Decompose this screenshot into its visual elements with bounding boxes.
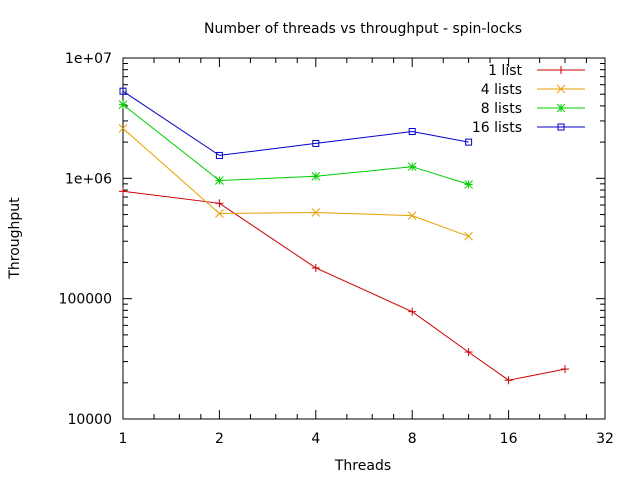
x-tick-label: 1 — [119, 431, 128, 447]
data-point — [311, 263, 320, 272]
series-line-2 — [122, 128, 469, 237]
data-point — [312, 139, 320, 147]
plot-area: 10000 100000 1e+06 1e+07 1 2 4 8 16 32 — [59, 51, 614, 447]
data-point — [408, 307, 417, 316]
legend: 1 list 4 lists 8 lists 16 lists — [472, 63, 585, 136]
legend-marker — [556, 103, 566, 113]
data-point — [311, 208, 321, 217]
series-line-3 — [122, 104, 469, 185]
plot-frame — [122, 57, 606, 420]
data-point — [215, 199, 224, 208]
x-tick-label: 4 — [311, 431, 320, 447]
legend-marker — [557, 66, 565, 74]
legend-marker — [556, 84, 566, 94]
y-tick-label: 10000 — [67, 412, 112, 428]
legend-label: 16 lists — [472, 120, 522, 136]
data-point — [311, 171, 321, 181]
data-point — [504, 376, 513, 385]
data-point — [464, 348, 473, 357]
legend-label: 8 lists — [481, 101, 522, 117]
x-tick-label: 32 — [596, 431, 614, 447]
legend-label: 1 list — [488, 63, 522, 79]
data-point — [408, 128, 416, 136]
data-point — [464, 231, 473, 241]
x-tick-label: 2 — [215, 431, 224, 447]
chart-title: Number of threads vs throughput - spin-l… — [204, 21, 522, 37]
data-point — [560, 365, 569, 374]
legend-marker — [557, 123, 565, 131]
y-tick-label: 1e+07 — [65, 51, 112, 67]
data-point — [464, 180, 473, 189]
x-tick-label: 16 — [500, 431, 518, 447]
y-axis-label: Throughput — [7, 197, 23, 280]
data-point — [407, 211, 417, 220]
data-point — [118, 124, 128, 133]
x-tick-label: 8 — [408, 431, 417, 447]
y-tick-label: 1e+06 — [65, 171, 112, 187]
data-point — [119, 87, 127, 95]
data-point — [215, 151, 223, 159]
series-line-1 — [122, 190, 566, 381]
data-point — [215, 209, 224, 218]
series-line-4 — [122, 90, 469, 156]
data-point — [407, 162, 417, 172]
legend-label: 4 lists — [481, 82, 522, 98]
data-point — [118, 100, 128, 109]
y-tick-label: 100000 — [59, 292, 112, 308]
data-point — [119, 187, 127, 196]
data-point — [465, 138, 473, 146]
x-axis-label: Threads — [334, 458, 391, 474]
data-point — [215, 176, 224, 185]
